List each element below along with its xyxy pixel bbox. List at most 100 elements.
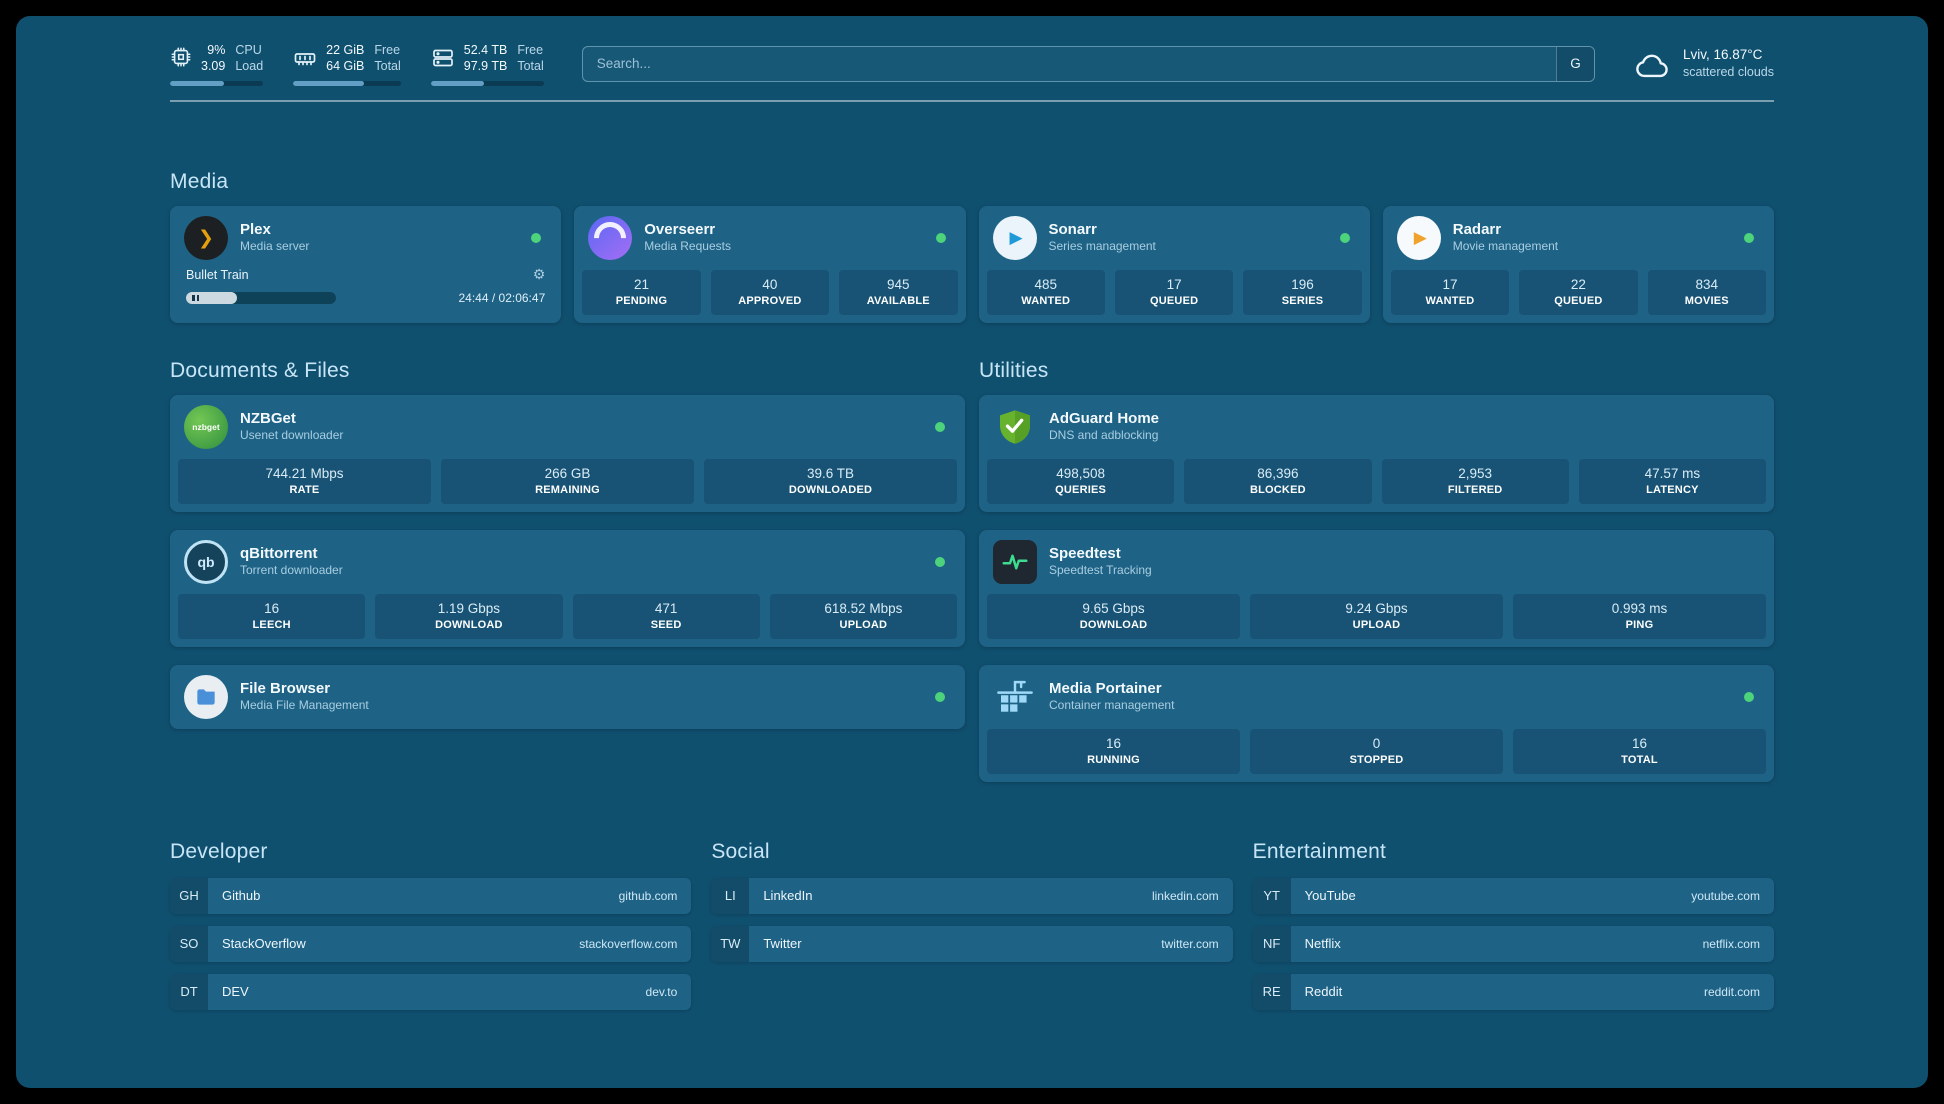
- memory-total-value: 64 GiB: [326, 59, 365, 74]
- service-card-nzbget[interactable]: nzbget NZBGet Usenet downloader 744.21 M…: [170, 394, 965, 512]
- stat-available: 945 AVAILABLE: [839, 269, 958, 315]
- section-title-developer: Developer: [170, 839, 268, 863]
- status-dot: [1339, 232, 1350, 243]
- status-dot: [935, 232, 946, 243]
- service-subtitle: Series management: [1048, 239, 1156, 254]
- speedtest-icon: [993, 539, 1037, 584]
- bookmark-twitter[interactable]: TW Twitter twitter.com: [711, 925, 1233, 962]
- bookmark-abbr: TW: [711, 925, 750, 962]
- bookmark-name: Reddit: [1304, 984, 1343, 999]
- pause-icon[interactable]: [192, 294, 199, 301]
- cloud-icon: [1633, 48, 1671, 80]
- section-documents: Documents & Files nzbget NZBGet Usenet d…: [170, 359, 965, 782]
- stat-filtered: 2,953 FILTERED: [1381, 458, 1569, 504]
- service-card-qbittorrent[interactable]: qb qBittorrent Torrent downloader 16 LEEC…: [170, 529, 965, 647]
- cpu-widget: 9% 3.09 CPU Load: [170, 42, 264, 86]
- search-input[interactable]: [582, 46, 1556, 81]
- stat-rate: 744.21 Mbps RATE: [178, 458, 431, 504]
- cpu-label: CPU: [235, 43, 262, 57]
- service-name: Overseerr: [644, 220, 716, 238]
- service-card-radarr[interactable]: ▶ Radarr Movie management 17 WANTED 22 QUE…: [1382, 205, 1774, 323]
- stat-running: 16 RUNNING: [987, 728, 1240, 774]
- service-name: Sonarr: [1048, 220, 1097, 238]
- memory-progress-bar: [293, 80, 401, 86]
- disk-free-label: Free: [517, 43, 544, 57]
- service-name: File Browser: [240, 679, 331, 697]
- service-subtitle: Container management: [1049, 698, 1175, 713]
- service-card-adguard[interactable]: AdGuard Home DNS and adblocking 498,508 Q…: [979, 394, 1774, 512]
- search-provider-button[interactable]: G: [1555, 46, 1594, 81]
- bookmark-stackoverflow[interactable]: SO StackOverflow stackoverflow.com: [170, 925, 692, 962]
- bookmark-url: github.com: [618, 888, 678, 903]
- bookmark-url: youtube.com: [1691, 888, 1760, 903]
- memory-widget: 22 GiB 64 GiB Free Total: [293, 42, 401, 86]
- stat-download: 9.65 Gbps DOWNLOAD: [987, 593, 1240, 639]
- bookmark-name: DEV: [222, 984, 249, 999]
- bookmark-netflix[interactable]: NF Netflix netflix.com: [1252, 925, 1774, 962]
- weather-widget: Lviv, 16.87°C scattered clouds: [1633, 46, 1774, 82]
- disk-icon: [431, 46, 455, 70]
- stat-approved: 40 APPROVED: [710, 269, 830, 315]
- weather-location-temp: Lviv, 16.87°C: [1682, 46, 1763, 62]
- bookmark-url: twitter.com: [1161, 936, 1219, 951]
- status-dot: [935, 691, 945, 702]
- bookmark-url: netflix.com: [1702, 936, 1760, 951]
- bookmark-linkedin[interactable]: LI LinkedIn linkedin.com: [711, 877, 1233, 914]
- service-subtitle: DNS and adblocking: [1049, 428, 1159, 443]
- bookmark-name: Twitter: [763, 936, 802, 951]
- service-subtitle: Media File Management: [240, 698, 369, 713]
- stat-wanted: 17 WANTED: [1390, 269, 1510, 315]
- service-name: Media Portainer: [1049, 679, 1162, 697]
- service-card-speedtest[interactable]: Speedtest Speedtest Tracking 9.65 Gbps DO…: [979, 529, 1774, 647]
- service-card-filebrowser[interactable]: File Browser Media File Management: [170, 664, 965, 729]
- service-card-overseerr[interactable]: Overseerr Media Requests 21 PENDING 40 APP…: [574, 205, 966, 323]
- stat-download: 1.19 Gbps DOWNLOAD: [375, 593, 563, 639]
- service-subtitle: Movie management: [1452, 239, 1559, 254]
- overseerr-icon: [588, 215, 633, 260]
- portainer-icon: [993, 675, 1037, 719]
- playback-progress-bar[interactable]: [186, 291, 336, 304]
- status-dot: [531, 232, 542, 243]
- stat-upload: 9.24 Gbps UPLOAD: [1250, 593, 1503, 639]
- stat-stopped: 0 STOPPED: [1250, 728, 1503, 774]
- cpu-icon: [170, 46, 192, 68]
- now-playing-title: Bullet Train: [186, 267, 249, 282]
- bookmark-reddit[interactable]: RE Reddit reddit.com: [1252, 973, 1774, 1010]
- memory-total-label: Total: [374, 59, 401, 74]
- bookmark-url: reddit.com: [1703, 984, 1760, 999]
- service-name: qBittorrent: [240, 544, 318, 562]
- cpu-progress-bar: [170, 80, 264, 86]
- bookmark-abbr: LI: [711, 877, 750, 914]
- service-card-plex[interactable]: ❯ Plex Media server Bullet Train ⚙: [170, 205, 562, 323]
- bookmark-youtube[interactable]: YT YouTube youtube.com: [1252, 877, 1774, 914]
- memory-free-label: Free: [374, 43, 401, 57]
- cpu-load-value: 3.09: [201, 59, 226, 74]
- bookmark-github[interactable]: GH Github github.com: [170, 877, 692, 914]
- stat-total: 16 TOTAL: [1513, 728, 1766, 774]
- stat-wanted: 485 WANTED: [986, 269, 1105, 315]
- bookmark-url: linkedin.com: [1151, 888, 1219, 903]
- adguard-icon: [993, 405, 1037, 449]
- weather-condition: scattered clouds: [1682, 65, 1774, 80]
- stat-blocked: 86,396 BLOCKED: [1184, 458, 1372, 504]
- disk-widget: 52.4 TB 97.9 TB Free Total: [430, 42, 544, 86]
- stat-queries: 498,508 QUERIES: [987, 458, 1175, 504]
- service-subtitle: Media Requests: [644, 239, 731, 254]
- media-grid: ❯ Plex Media server Bullet Train ⚙: [170, 205, 1774, 323]
- status-dot: [1744, 232, 1754, 243]
- gear-icon[interactable]: ⚙: [532, 266, 546, 283]
- service-card-sonarr[interactable]: ▶ Sonarr Series management 485 WANTED 17 Q…: [978, 205, 1370, 323]
- bookmark-dev[interactable]: DT DEV dev.to: [170, 973, 692, 1010]
- cpu-usage-value: 9%: [207, 43, 226, 57]
- stat-seed: 471 SEED: [572, 593, 760, 639]
- disk-free-value: 52.4 TB: [463, 43, 508, 57]
- stat-latency: 47.57 ms LATENCY: [1578, 458, 1766, 504]
- bookmarks-entertainment: Entertainment YT YouTube youtube.com NF …: [1252, 840, 1774, 1010]
- status-dot: [935, 556, 945, 567]
- topbar-divider: [170, 99, 1774, 102]
- section-title-documents: Documents & Files: [170, 358, 350, 382]
- stat-ping: 0.993 ms PING: [1513, 593, 1766, 639]
- service-card-portainer[interactable]: Media Portainer Container management 16 R…: [979, 664, 1774, 782]
- section-title-media: Media: [170, 169, 229, 193]
- nzbget-icon: nzbget: [184, 404, 228, 449]
